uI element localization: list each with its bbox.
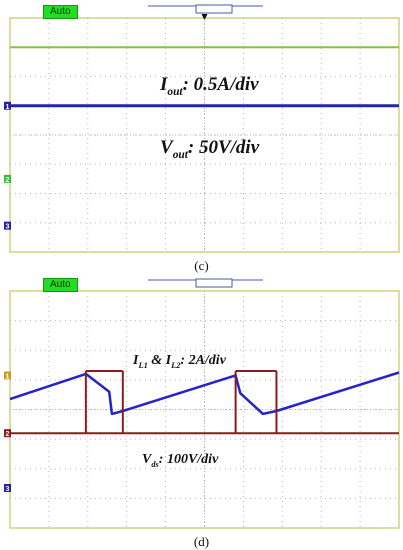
annotation-il-sub: L1: [138, 360, 148, 370]
timebase-window: [195, 278, 233, 288]
annotation-vds-var: V: [142, 452, 152, 467]
panel-label-d: (d): [193, 534, 210, 549]
annotation-vout-var: V: [160, 137, 173, 158]
timebase-window: [195, 4, 233, 14]
annotation-il-sub2: L2: [171, 360, 181, 370]
annotation-vds: Vds: 100V/div: [142, 452, 218, 469]
channel-marker: [4, 221, 11, 230]
annotation-il: IL1 & IL2: 2A/div: [133, 353, 226, 370]
annotation-il-var: I: [133, 353, 139, 368]
trigger-marker-icon: [201, 14, 208, 20]
annotation-vds-sub: ds: [151, 459, 159, 469]
channel-marker-label: 1: [6, 373, 10, 380]
annotation-iout: Iout: 0.5A/div: [160, 74, 259, 98]
scope-panel-d: 1 2 3 Auto IL1 & IL2: 2A/div Vds: 100V/div: [0, 278, 403, 533]
oscilloscope-plot-d: 1 2 3: [4, 278, 400, 529]
channel-marker-label: 3: [6, 224, 10, 231]
channel-marker: [4, 371, 11, 380]
annotation-vout-sub: out: [172, 148, 188, 161]
annotation-il-text: & I: [147, 353, 172, 368]
annotation-vout: Vout: 50V/div: [160, 137, 259, 161]
annotation-vout-text: : 50V/div: [187, 137, 260, 158]
annotation-iout-var: I: [160, 74, 168, 95]
annotation-vds-text: : 100V/div: [158, 452, 219, 467]
channel-marker: [4, 101, 11, 110]
status-badge: Auto: [43, 5, 78, 19]
channel-marker-label: 2: [6, 431, 10, 438]
status-badge: Auto: [43, 278, 78, 292]
panel-label-c: (c): [194, 258, 209, 273]
annotation-il-text2: : 2A/div: [180, 353, 226, 368]
channel-marker: [4, 174, 11, 183]
channel-marker-label: 3: [6, 486, 10, 493]
channel-marker: [4, 429, 11, 438]
channel-marker-label: 1: [6, 104, 10, 111]
annotation-iout-sub: out: [167, 85, 183, 98]
annotation-iout-text: : 0.5A/div: [182, 74, 259, 95]
trace-il: [9, 371, 400, 416]
channel-marker: [4, 484, 11, 493]
channel-marker-label: 2: [6, 177, 10, 184]
oscilloscope-plot-c: 1 2 3: [4, 4, 400, 253]
